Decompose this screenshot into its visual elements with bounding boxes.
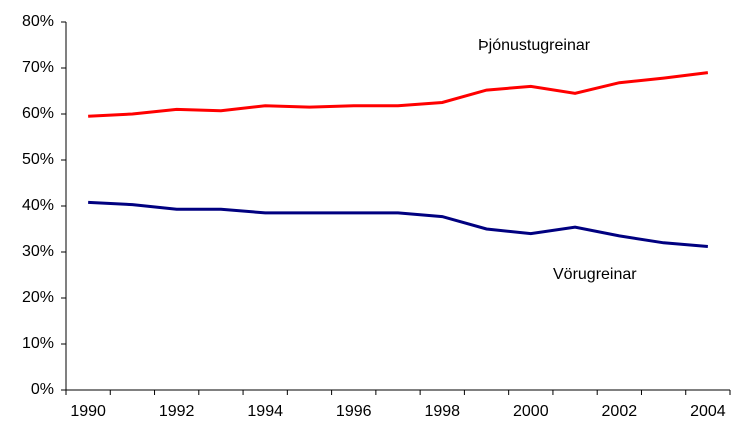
x-tick-label: 1992 (159, 403, 195, 420)
y-tick-label: 70% (22, 59, 54, 76)
x-tick-label: 1990 (70, 403, 106, 420)
x-tick-label: 2004 (690, 403, 726, 420)
y-tick-label: 40% (22, 197, 54, 214)
y-tick-label: 60% (22, 105, 54, 122)
x-tick-label: 1998 (424, 403, 460, 420)
series-line (88, 200, 708, 248)
y-tick-label: 80% (22, 13, 54, 30)
series-label: Vörugreinar (553, 266, 637, 283)
series-line (88, 71, 709, 118)
series-label: Þjónustugreinar (478, 37, 591, 54)
y-tick-label: 20% (22, 289, 54, 306)
y-tick-label: 10% (22, 335, 54, 352)
x-tick-label: 1994 (247, 403, 283, 420)
x-tick-label: 1996 (336, 403, 372, 420)
y-tick-label: 50% (22, 151, 54, 168)
x-tick-label: 2002 (602, 403, 638, 420)
y-tick-label: 0% (31, 381, 54, 398)
x-tick-label: 2000 (513, 403, 549, 420)
y-tick-label: 30% (22, 243, 54, 260)
